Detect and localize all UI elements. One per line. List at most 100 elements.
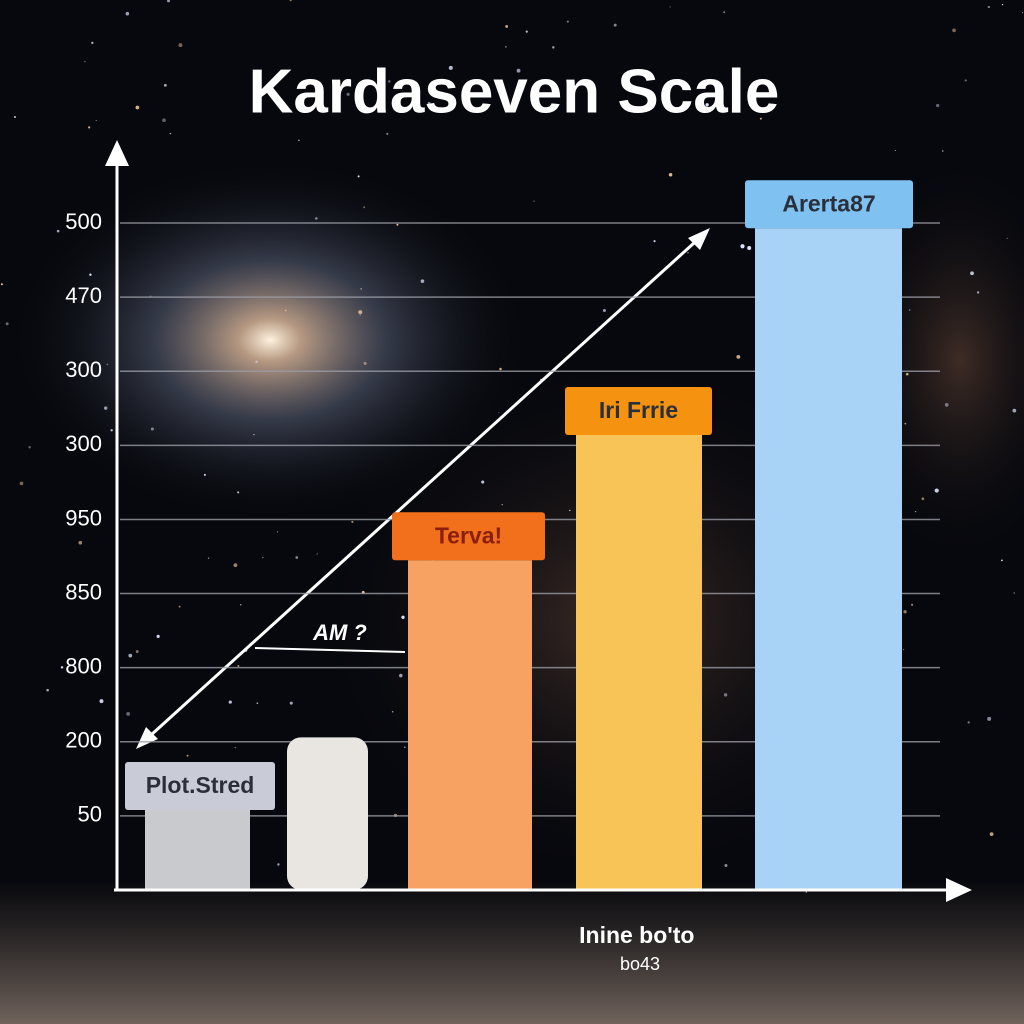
star [256, 702, 259, 705]
star [56, 229, 60, 233]
star [964, 79, 967, 82]
star [46, 688, 49, 692]
star [253, 434, 255, 436]
star [299, 110, 301, 112]
star [723, 693, 728, 697]
y-tick-label: 300 [65, 431, 102, 456]
arrow-head [688, 228, 710, 250]
star [28, 446, 31, 449]
y-tick-label: 800 [65, 653, 102, 678]
star [921, 497, 925, 501]
star [396, 223, 399, 226]
star [386, 132, 389, 135]
star [359, 314, 361, 316]
star [669, 6, 671, 8]
star [908, 309, 911, 311]
star [84, 60, 86, 63]
star [387, 80, 391, 83]
star [736, 355, 741, 359]
star [360, 288, 362, 290]
star [262, 556, 264, 559]
star [653, 240, 656, 243]
annotation: AM ? [312, 620, 367, 645]
label-box [745, 180, 913, 229]
star [723, 11, 726, 13]
star [234, 746, 237, 749]
star [401, 615, 405, 619]
star [233, 563, 238, 568]
y-tick-label: 200 [65, 728, 102, 753]
y-tick-label: 50 [78, 802, 102, 827]
star [525, 30, 528, 33]
axis-arrow [946, 878, 972, 902]
star [178, 605, 181, 608]
star [724, 864, 728, 867]
star [613, 23, 617, 27]
star [911, 603, 914, 606]
y-tick-label: 500 [65, 209, 102, 234]
star [351, 520, 354, 523]
star [903, 610, 907, 614]
bar [408, 560, 532, 890]
star [276, 531, 278, 533]
star [1006, 237, 1008, 239]
star [903, 649, 905, 651]
star [1022, 12, 1024, 14]
star [533, 200, 535, 202]
star [914, 510, 917, 513]
value-label: Arerta87 [782, 190, 875, 216]
star [516, 68, 521, 73]
y-tick-label: 850 [65, 579, 102, 604]
star [237, 664, 240, 667]
x-tick-label: Inine bo'to bo43 [579, 922, 701, 974]
star [186, 754, 189, 757]
star [255, 360, 258, 364]
value-label: Iri Frrie [599, 397, 678, 423]
star [1001, 3, 1004, 6]
star [894, 149, 896, 151]
star [566, 20, 569, 23]
star [363, 361, 367, 365]
star [5, 322, 9, 326]
star [481, 480, 485, 484]
axis-arrow [105, 140, 129, 166]
trend-arrow [138, 231, 707, 747]
star [987, 5, 991, 9]
y-tick-label: 470 [65, 283, 102, 308]
star [989, 832, 994, 837]
star [941, 150, 944, 152]
star [203, 473, 206, 476]
star [228, 700, 232, 704]
star [427, 102, 431, 105]
star [668, 172, 673, 177]
label-box [565, 386, 712, 435]
star [95, 119, 97, 121]
star [944, 403, 949, 407]
bar [576, 434, 702, 890]
star [298, 139, 300, 142]
star [156, 634, 160, 638]
star [78, 540, 83, 545]
star [1013, 592, 1015, 594]
star [740, 244, 745, 249]
star [391, 710, 394, 713]
star [569, 509, 571, 512]
star [498, 412, 500, 414]
star [552, 46, 555, 49]
star [1001, 559, 1003, 562]
star [277, 863, 280, 866]
star [936, 103, 940, 108]
star [162, 118, 166, 123]
star [501, 504, 503, 506]
star [104, 406, 108, 410]
bar [287, 737, 368, 890]
star [19, 481, 24, 486]
value-label: Plot.Stred [146, 772, 255, 798]
star [110, 429, 113, 432]
star [316, 553, 318, 555]
star [499, 367, 502, 371]
star [905, 372, 909, 376]
star [135, 650, 139, 653]
star [976, 291, 980, 294]
